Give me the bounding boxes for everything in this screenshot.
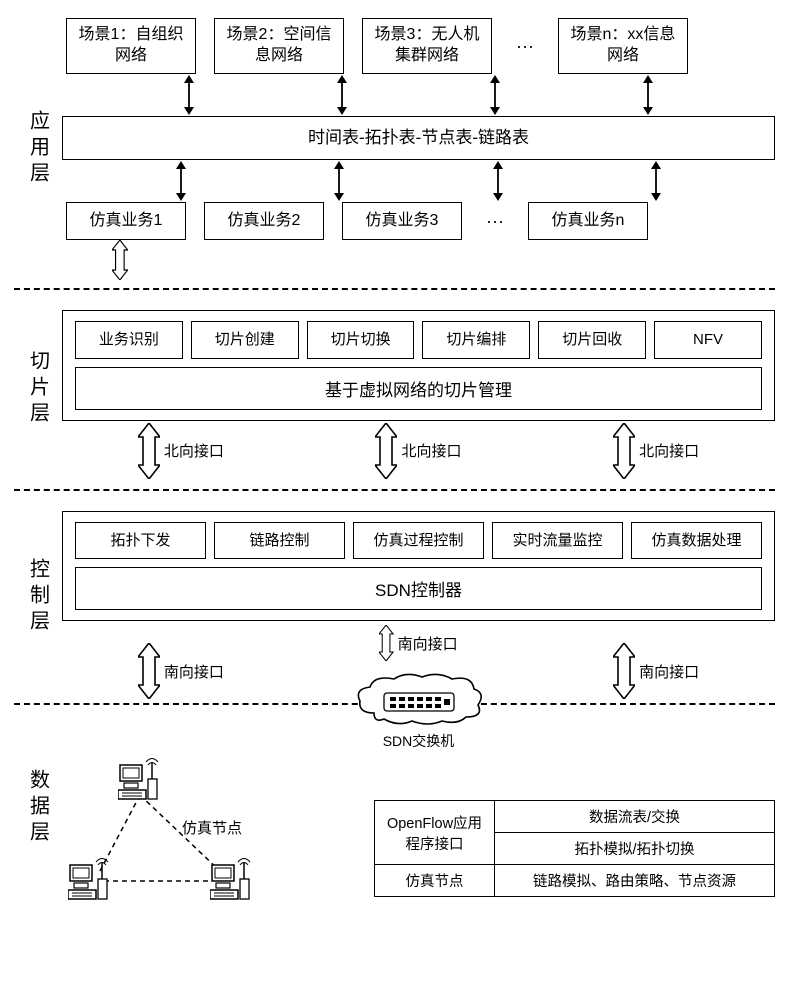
pc-node-icon xyxy=(68,857,110,901)
hollow-arrow-icon xyxy=(379,625,393,661)
hollow-arrow-icon xyxy=(138,643,160,699)
double-arrow-icon xyxy=(487,74,503,116)
northbound-label: 北向接口 xyxy=(164,440,224,461)
slice-func-box: 切片创建 xyxy=(191,321,299,359)
table-cell: 链路模拟、路由策略、节点资源 xyxy=(495,865,775,897)
control-layer-row: 控制层 拓扑下发 链路控制 仿真过程控制 实时流量监控 仿真数据处理 SDN控制… xyxy=(14,499,775,696)
southbound-label: 南向接口 xyxy=(639,661,699,682)
northbound-label: 北向接口 xyxy=(639,440,699,461)
scenario-box: 场景n：xx信息网络 xyxy=(558,18,688,74)
slice-container: 业务识别 切片创建 切片切换 切片编排 切片回收 NFV 基于虚拟网络的切片管理 xyxy=(62,310,775,421)
sim-node-label: 仿真节点 xyxy=(182,817,242,838)
data-layer-table: OpenFlow应用程序接口 数据流表/交换 拓扑模拟/拓扑切换 仿真节点 链路… xyxy=(374,800,775,897)
control-func-box: 仿真数据处理 xyxy=(631,522,762,560)
control-func-box: 链路控制 xyxy=(214,522,345,560)
slice-layer-label: 切片层 xyxy=(24,350,53,428)
arrow-row xyxy=(62,74,775,116)
double-arrow-icon xyxy=(181,74,197,116)
sim-node-cluster: 仿真节点 xyxy=(62,753,282,903)
southbound-label: 南向接口 xyxy=(398,633,458,654)
table-cell: 仿真节点 xyxy=(375,865,495,897)
table-cell: 拓扑模拟/拓扑切换 xyxy=(495,833,775,865)
control-func-box: 实时流量监控 xyxy=(492,522,623,560)
slice-func-box: 切片回收 xyxy=(538,321,646,359)
service-box: 仿真业务1 xyxy=(66,202,186,240)
double-arrow-icon xyxy=(331,160,347,202)
hollow-arrow-icon xyxy=(112,240,128,280)
service-row: 仿真业务1 仿真业务2 仿真业务3 ··· 仿真业务n xyxy=(62,202,775,240)
double-arrow-icon xyxy=(334,74,350,116)
table-cell: OpenFlow应用程序接口 xyxy=(375,801,495,865)
northbound-row: 北向接口 北向接口 北向接口 xyxy=(62,421,775,481)
southbound-label: 南向接口 xyxy=(164,661,224,682)
application-layer-row: 应用层 场景1：自组织网络 场景2：空间信息网络 场景3：无人机集群网络 ···… xyxy=(14,18,775,280)
pc-node-icon xyxy=(210,857,252,901)
cloud-switch-icon xyxy=(354,673,484,729)
sdn-switch-label: SDN交换机 xyxy=(383,731,455,751)
hollow-arrow-icon xyxy=(375,423,397,479)
slice-func-row: 业务识别 切片创建 切片切换 切片编排 切片回收 NFV xyxy=(75,321,762,359)
service-box: 仿真业务3 xyxy=(342,202,462,240)
table-row: OpenFlow应用程序接口 数据流表/交换 xyxy=(375,801,775,833)
scenario-box: 场景2：空间信息网络 xyxy=(214,18,344,74)
ellipsis: ··· xyxy=(510,18,540,74)
hollow-arrow-icon xyxy=(613,423,635,479)
hollow-arrow-row xyxy=(62,240,775,280)
control-func-box: 拓扑下发 xyxy=(75,522,206,560)
double-arrow-icon xyxy=(490,160,506,202)
data-layer-label-col: 数据层 xyxy=(14,713,62,903)
data-layer-row: 数据层 SDN交换机 xyxy=(14,713,775,903)
double-arrow-icon xyxy=(173,160,189,202)
service-box: 仿真业务2 xyxy=(204,202,324,240)
application-layer-label-col: 应用层 xyxy=(14,18,62,280)
layer-divider xyxy=(14,489,775,491)
table-row: 仿真节点 链路模拟、路由策略、节点资源 xyxy=(375,865,775,897)
sdn-controller-bar: SDN控制器 xyxy=(75,567,762,610)
control-container: 拓扑下发 链路控制 仿真过程控制 实时流量监控 仿真数据处理 SDN控制器 xyxy=(62,511,775,622)
control-func-box: 仿真过程控制 xyxy=(353,522,484,560)
ellipsis: ··· xyxy=(480,202,510,240)
northbound-label: 北向接口 xyxy=(401,440,461,461)
sdn-switch: SDN交换机 xyxy=(354,673,484,751)
double-arrow-icon xyxy=(648,160,664,202)
control-layer-label-col: 控制层 xyxy=(14,499,62,696)
hollow-arrow-icon xyxy=(613,643,635,699)
slice-layer-label-col: 切片层 xyxy=(14,298,62,481)
table-cell: 数据流表/交换 xyxy=(495,801,775,833)
arrow-row xyxy=(62,160,775,202)
slice-func-box: NFV xyxy=(654,321,762,359)
data-layer-label: 数据层 xyxy=(24,769,53,847)
scenario-box: 场景3：无人机集群网络 xyxy=(362,18,492,74)
slice-func-box: 切片编排 xyxy=(422,321,530,359)
scenario-row: 场景1：自组织网络 场景2：空间信息网络 场景3：无人机集群网络 ··· 场景n… xyxy=(62,18,775,74)
layer-divider xyxy=(14,288,775,290)
slice-layer-row: 切片层 业务识别 切片创建 切片切换 切片编排 切片回收 NFV 基于虚拟网络的… xyxy=(14,298,775,481)
tables-bar: 时间表-拓扑表-节点表-链路表 xyxy=(62,116,775,160)
service-box: 仿真业务n xyxy=(528,202,648,240)
control-func-row: 拓扑下发 链路控制 仿真过程控制 实时流量监控 仿真数据处理 xyxy=(75,522,762,560)
double-arrow-icon xyxy=(640,74,656,116)
application-layer-label: 应用层 xyxy=(24,110,53,188)
scenario-box: 场景1：自组织网络 xyxy=(66,18,196,74)
slice-func-box: 切片切换 xyxy=(307,321,415,359)
hollow-arrow-icon xyxy=(138,423,160,479)
control-layer-label: 控制层 xyxy=(24,558,53,636)
slice-func-box: 业务识别 xyxy=(75,321,183,359)
slice-manager-bar: 基于虚拟网络的切片管理 xyxy=(75,367,762,410)
pc-node-icon xyxy=(118,757,160,801)
